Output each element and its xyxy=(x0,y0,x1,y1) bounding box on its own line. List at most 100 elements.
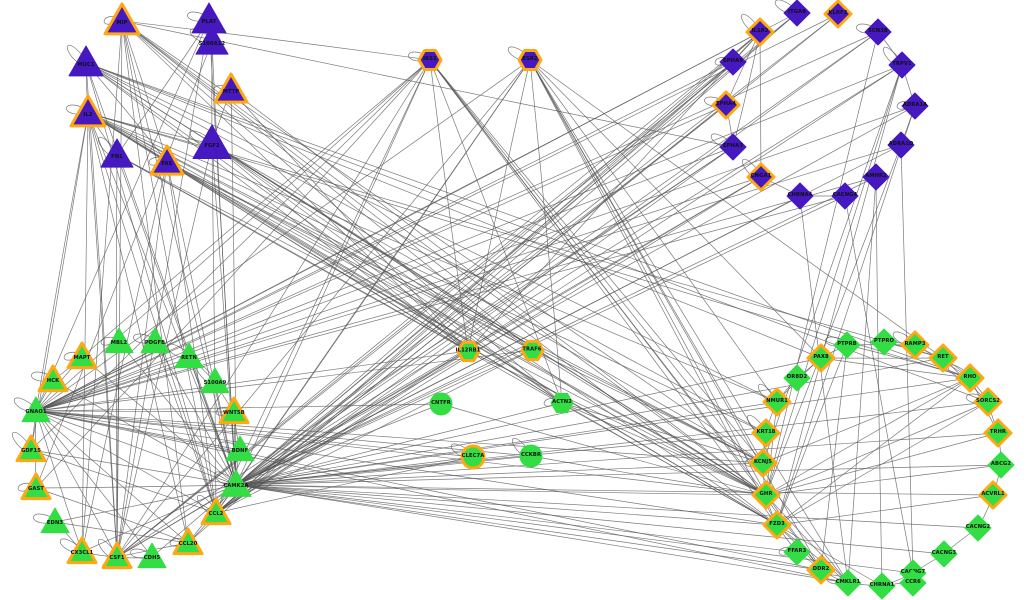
graph-node-cntfr[interactable]: CNTFR xyxy=(426,389,456,419)
edge xyxy=(776,494,994,526)
graph-node-cacng2[interactable]: CACNG2 xyxy=(961,511,995,545)
graph-node-il1r2[interactable]: IL1R2 xyxy=(743,15,777,49)
edge xyxy=(35,176,877,412)
edge xyxy=(154,341,237,486)
edge xyxy=(59,538,83,554)
diamond-shape xyxy=(745,17,775,47)
graph-node-mip[interactable]: MIP xyxy=(101,0,143,42)
graph-node-irs1[interactable]: IRS1 xyxy=(415,45,445,75)
graph-node-krt18[interactable]: KRT18 xyxy=(749,416,783,450)
graph-node-ptpro[interactable]: PTPRO xyxy=(867,325,901,359)
graph-node-chrna1[interactable]: CHRNA1 xyxy=(865,569,899,600)
edge xyxy=(35,31,879,412)
edge xyxy=(776,64,903,526)
graph-node-trhr[interactable]: TRHR xyxy=(981,416,1015,450)
graph-node-cacng3[interactable]: CACNG3 xyxy=(927,537,961,571)
graph-node-cnga1[interactable]: CNGA1 xyxy=(744,160,778,194)
graph-node-adra1d[interactable]: ADRA1D xyxy=(884,128,918,162)
graph-node-epha4[interactable]: EPHA4 xyxy=(709,88,743,122)
graph-node-itga8[interactable]: ITGA8 xyxy=(780,0,814,30)
graph-node-wnt5b[interactable]: WNT5B xyxy=(216,394,252,430)
graph-node-gdf15[interactable]: GDF15 xyxy=(13,432,49,468)
graph-node-s100a12[interactable]: S100A12 xyxy=(192,22,232,62)
graph-node-clec7a[interactable]: CLEC7A xyxy=(458,442,488,472)
triangle-shape xyxy=(195,25,229,55)
edge xyxy=(116,341,120,558)
edge xyxy=(820,357,971,379)
diamond-shape xyxy=(783,364,811,392)
edge xyxy=(211,143,217,514)
edge xyxy=(98,136,118,157)
edge xyxy=(85,62,989,403)
graph-node-chrna4[interactable]: CHRNA4 xyxy=(783,179,817,213)
triangle-shape xyxy=(69,94,107,128)
diamond-shape xyxy=(864,18,892,46)
edge xyxy=(85,62,563,404)
edge xyxy=(189,28,213,44)
edge xyxy=(81,59,431,358)
graph-node-fas[interactable]: FAS xyxy=(147,142,187,182)
edge xyxy=(35,31,761,412)
graph-node-actn2[interactable]: ACTN2 xyxy=(547,388,577,418)
hexagon-shape xyxy=(517,48,543,72)
edge xyxy=(35,410,778,526)
graph-node-scn3b[interactable]: SCN3B xyxy=(861,15,895,49)
graph-node-cacng4[interactable]: CACNG4 xyxy=(828,179,862,213)
graph-node-mttp[interactable]: MTTP xyxy=(211,70,251,110)
graph-node-klrf2[interactable]: KLRF2 xyxy=(821,0,855,31)
graph-node-trpv1[interactable]: TRPV1 xyxy=(885,48,919,82)
edge xyxy=(561,402,764,464)
graph-node-fgf2[interactable]: FGF2 xyxy=(189,121,235,167)
graph-node-bdnf[interactable]: BDNF xyxy=(222,432,258,468)
graph-node-cdh5[interactable]: CDH5 xyxy=(134,539,170,575)
edge xyxy=(844,195,914,574)
diamond-shape xyxy=(978,480,1008,510)
graph-node-kcnj5[interactable]: KCNJ5 xyxy=(746,446,780,480)
graph-node-cx3cl1[interactable]: CX3CL1 xyxy=(64,534,100,570)
graph-node-amhr2[interactable]: AMHR2 xyxy=(859,160,893,194)
graph-node-ccl20[interactable]: CCL20 xyxy=(170,525,206,561)
edge xyxy=(121,20,431,61)
graph-node-cckbr[interactable]: CCKBR xyxy=(516,441,546,471)
graph-node-adra1a[interactable]: ADRA1A xyxy=(898,89,932,123)
edge xyxy=(81,356,237,486)
graph-node-il12rb1[interactable]: IL12RB1 xyxy=(454,337,483,366)
edge xyxy=(81,20,123,553)
graph-node-acvrl1[interactable]: ACVRL1 xyxy=(976,478,1010,512)
edge xyxy=(531,349,764,464)
edge xyxy=(776,344,848,526)
edge xyxy=(235,350,469,486)
edge xyxy=(35,410,237,486)
graph-node-ghr[interactable]: GHR xyxy=(749,478,783,512)
graph-node-mbl2[interactable]: MBL2 xyxy=(101,324,137,360)
edge xyxy=(213,471,237,487)
triangle-shape xyxy=(66,536,98,565)
edge xyxy=(429,59,849,584)
diamond-shape xyxy=(900,330,930,360)
graph-node-abcg2[interactable]: ABCG2 xyxy=(984,448,1018,482)
edge xyxy=(121,20,469,352)
graph-node-pdgfb[interactable]: PDGFB xyxy=(137,324,173,360)
graph-node-muc1[interactable]: MUC1 xyxy=(65,42,107,84)
graph-node-ccr6[interactable]: CCR6 xyxy=(896,566,930,600)
diamond-shape xyxy=(964,514,992,542)
edge xyxy=(440,403,767,496)
graph-node-gast[interactable]: GAST xyxy=(18,470,54,506)
graph-node-epha3[interactable]: EPHA3 xyxy=(716,130,750,164)
diamond-shape xyxy=(833,331,861,359)
graph-node-cmklr1[interactable]: CMKLR1 xyxy=(831,566,865,600)
graph-node-epha5[interactable]: EPHA5 xyxy=(716,45,750,79)
graph-node-il2[interactable]: IL2 xyxy=(67,92,109,134)
graph-node-gnao1[interactable]: GNAO1 xyxy=(18,393,54,429)
graph-node-nmur1[interactable]: NMUR1 xyxy=(760,385,794,419)
edge xyxy=(875,176,883,587)
edge xyxy=(765,494,849,584)
graph-node-fn1[interactable]: FN1 xyxy=(97,135,137,175)
graph-node-esr2[interactable]: ESR2 xyxy=(515,45,545,75)
graph-node-csf1[interactable]: CSF1 xyxy=(99,539,135,575)
edge xyxy=(116,31,761,558)
graph-node-sorcs2[interactable]: SORCS2 xyxy=(971,385,1005,419)
diamond-shape xyxy=(748,448,778,478)
graph-node-traf6[interactable]: TRAF6 xyxy=(518,336,547,365)
